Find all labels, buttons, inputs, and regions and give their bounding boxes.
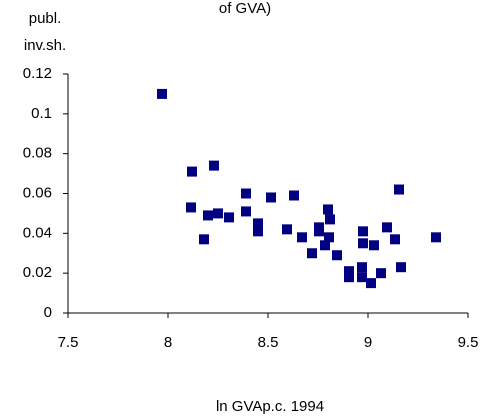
y-tick-label: 0	[44, 304, 52, 321]
x-tick-label: 8	[164, 334, 172, 351]
point	[431, 232, 441, 243]
point	[157, 88, 167, 99]
point	[394, 184, 404, 195]
y-tick-label: 0.08	[23, 145, 52, 162]
point	[324, 232, 334, 243]
point	[390, 234, 400, 245]
point	[382, 222, 392, 233]
x-tick-label: 9	[364, 334, 372, 351]
point	[186, 202, 196, 213]
point	[224, 212, 234, 223]
point	[396, 262, 406, 273]
y-axis-label: inv.sh.	[24, 37, 66, 54]
point	[325, 214, 335, 225]
point	[357, 272, 367, 283]
point	[344, 272, 354, 283]
point	[213, 208, 223, 219]
point	[209, 160, 219, 171]
point	[332, 250, 342, 261]
chart-title: of GVA)	[219, 0, 271, 17]
point	[266, 192, 276, 203]
point	[297, 232, 307, 243]
point	[358, 226, 368, 237]
y-tick-label: 0.06	[23, 184, 52, 201]
point	[241, 188, 251, 199]
point	[199, 234, 209, 245]
point	[187, 166, 197, 177]
x-tick-label: 7.5	[58, 334, 79, 351]
x-tick-label: 9.5	[458, 334, 479, 351]
point	[357, 262, 367, 273]
point	[323, 204, 333, 215]
y-axis-label: publ.	[29, 10, 62, 27]
point	[358, 238, 368, 249]
point	[314, 226, 324, 237]
y-tick-label: 0.04	[23, 224, 52, 241]
point	[307, 248, 317, 259]
point	[253, 218, 263, 229]
y-tick-label: 0.1	[31, 105, 52, 122]
point	[289, 190, 299, 201]
y-tick-label: 0.02	[23, 264, 52, 281]
point	[344, 266, 354, 277]
point	[376, 268, 386, 279]
point	[253, 226, 263, 237]
y-tick-label: 0.12	[23, 65, 52, 82]
x-tick-label: 8.5	[258, 334, 279, 351]
x-axis-label: ln GVAp.c. 1994	[216, 398, 324, 415]
point	[366, 278, 376, 289]
point	[282, 224, 292, 235]
point	[241, 206, 251, 217]
point	[320, 240, 330, 251]
point	[203, 210, 213, 221]
point	[369, 240, 379, 251]
